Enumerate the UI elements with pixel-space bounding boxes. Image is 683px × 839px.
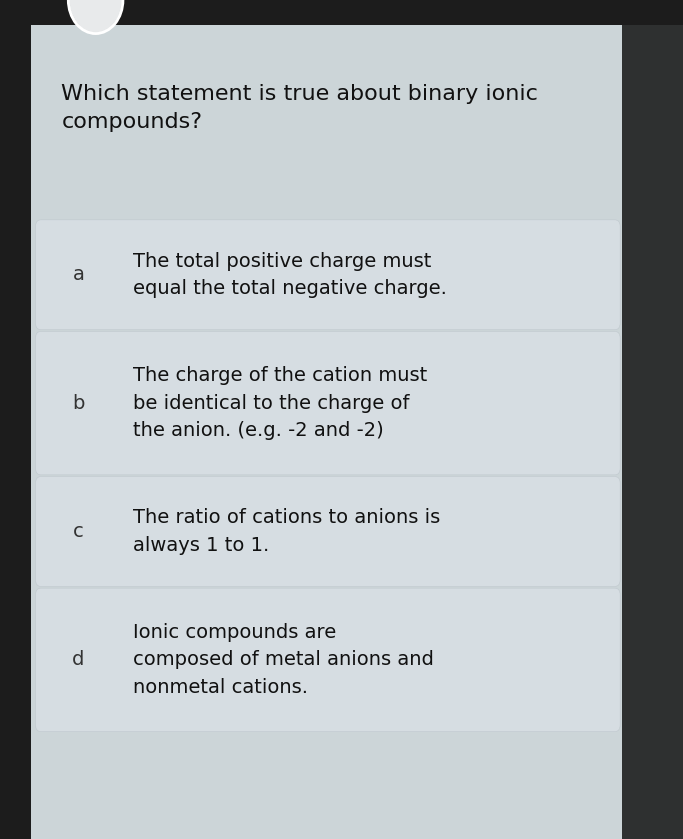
Text: a: a bbox=[72, 265, 85, 284]
Text: c: c bbox=[73, 522, 84, 541]
Text: Ionic compounds are
composed of metal anions and
nonmetal cations.: Ionic compounds are composed of metal an… bbox=[133, 623, 434, 696]
FancyBboxPatch shape bbox=[36, 477, 620, 586]
Text: d: d bbox=[72, 650, 85, 670]
FancyBboxPatch shape bbox=[0, 0, 683, 25]
Text: The charge of the cation must
be identical to the charge of
the anion. (e.g. -2 : The charge of the cation must be identic… bbox=[133, 367, 428, 440]
FancyBboxPatch shape bbox=[31, 0, 622, 839]
Text: The ratio of cations to anions is
always 1 to 1.: The ratio of cations to anions is always… bbox=[133, 508, 441, 555]
Circle shape bbox=[70, 0, 122, 32]
FancyBboxPatch shape bbox=[622, 0, 683, 839]
Text: The total positive charge must
equal the total negative charge.: The total positive charge must equal the… bbox=[133, 252, 447, 298]
FancyBboxPatch shape bbox=[36, 331, 620, 475]
FancyBboxPatch shape bbox=[36, 588, 620, 732]
FancyBboxPatch shape bbox=[36, 220, 620, 330]
Text: b: b bbox=[72, 393, 85, 413]
Text: Which statement is true about binary ionic
compounds?: Which statement is true about binary ion… bbox=[61, 84, 538, 132]
